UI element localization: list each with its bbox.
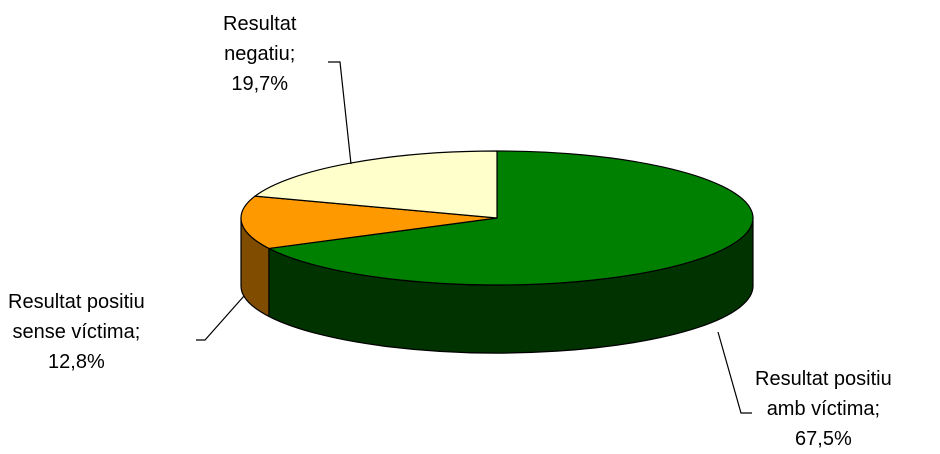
leader-line-positiu-sense xyxy=(196,295,245,341)
label-positiu-amb-line-2: amb víctima; xyxy=(766,398,881,420)
label-positiu-amb-line-1: Resultat positiu xyxy=(755,368,892,390)
label-negatiu-line-1: Resultat xyxy=(223,13,297,35)
label-positiu-sense-line-2: sense víctima; xyxy=(12,321,141,343)
label-positiu-sense-victima: Resultat positiu sense víctima; 12,8% xyxy=(8,287,145,377)
label-positiu-amb-value: 67,5% xyxy=(795,428,852,450)
slice-negatiu xyxy=(254,150,498,219)
label-negatiu-line-2: negatiu; xyxy=(224,43,296,65)
slice-positiu-sense-victima xyxy=(240,195,498,250)
label-positiu-sense-line-1: Resultat positiu xyxy=(8,291,145,313)
leader-line-positiu-amb xyxy=(717,331,752,414)
label-positiu-amb-victima: Resultat positiu amb víctima; 67,5% xyxy=(755,364,892,454)
pie-tops xyxy=(240,150,754,286)
label-negatiu: Resultat negatiu; 19,7% xyxy=(223,9,296,99)
label-positiu-sense-value: 12,8% xyxy=(48,351,105,373)
leader-lines xyxy=(196,61,752,414)
slice-positiu-amb-victima xyxy=(268,150,754,286)
label-negatiu-value: 19,7% xyxy=(231,73,289,95)
leader-line-negatiu xyxy=(328,61,352,165)
